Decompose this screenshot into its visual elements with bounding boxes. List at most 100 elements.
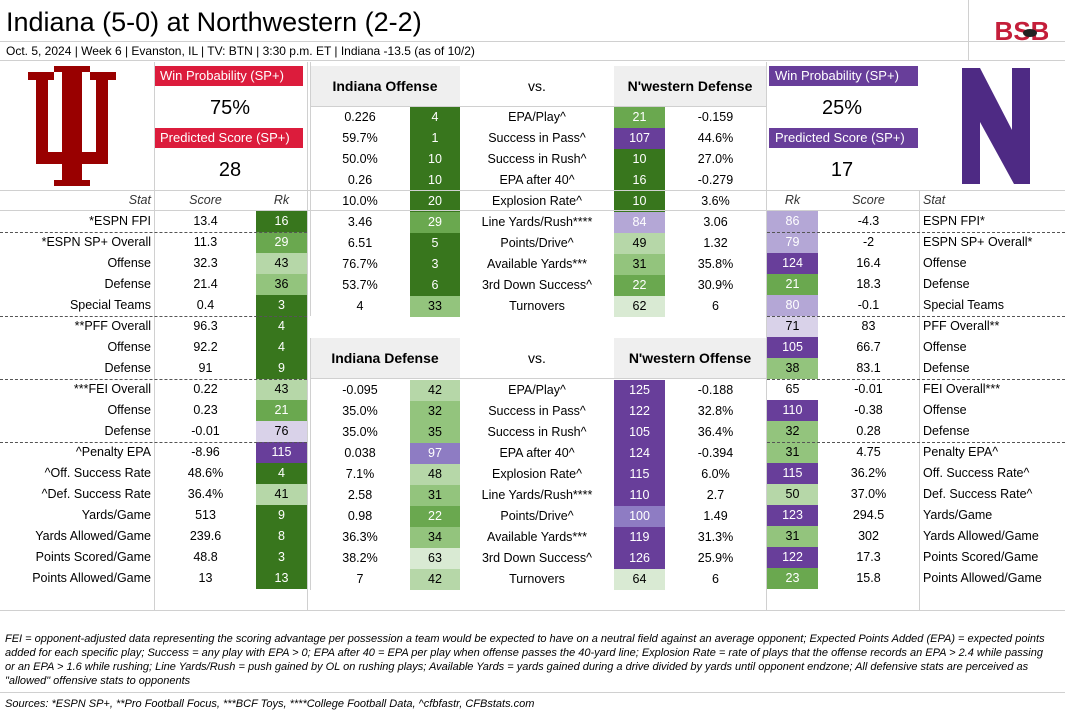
left-stat-rank: 43 <box>256 379 307 400</box>
right-header-score: Score <box>852 193 885 207</box>
group1-left-rank: 1 <box>410 128 460 149</box>
right-stat-score: -0.38 <box>854 403 883 417</box>
left-stat-label: *ESPN SP+ Overall <box>41 235 151 249</box>
right-stat-label: Defense <box>923 361 970 375</box>
group1-vs: vs. <box>528 78 546 94</box>
right-stat-label: Off. Success Rate^ <box>923 466 1030 480</box>
group2-right-rank: 119 <box>614 527 665 548</box>
group1-left-rank: 29 <box>410 212 460 233</box>
group2-stat-label: Line Yards/Rush**** <box>481 488 593 502</box>
right-stat-rank: 21 <box>767 274 818 295</box>
left-stat-score: 239.6 <box>189 529 222 543</box>
group1-right-value: 44.6% <box>697 131 734 145</box>
left-stat-label: Yards Allowed/Game <box>35 529 151 543</box>
right-stat-label: Def. Success Rate^ <box>923 487 1033 501</box>
indiana-logo: IU <box>22 66 122 186</box>
right-stat-score: 16.4 <box>856 256 881 270</box>
right-stat-score: 17.3 <box>856 550 881 564</box>
group1-left-rank: 3 <box>410 254 460 275</box>
group1-right-value: -0.279 <box>697 173 734 187</box>
group2-left-value: 7.1% <box>345 467 375 481</box>
left-stat-score: 13.4 <box>193 214 218 228</box>
right-stat-label: Yards Allowed/Game <box>923 529 1039 543</box>
left-header-score: Score <box>189 193 222 207</box>
group2-right-rank: 110 <box>614 485 665 506</box>
right-stat-score: 83 <box>861 319 876 333</box>
group2-stat-label: Points/Drive^ <box>500 509 574 523</box>
left-stat-label: Offense <box>107 403 151 417</box>
group2-right-value: -0.188 <box>697 383 734 397</box>
right-stat-rank: 71 <box>767 316 818 337</box>
left-stat-score: 0.22 <box>193 382 218 396</box>
right-stat-score: -0.1 <box>857 298 880 312</box>
group2-left-value: 36.3% <box>342 530 378 544</box>
group2-stat-label: Explosion Rate^ <box>492 467 582 481</box>
left-stat-label: Points Allowed/Game <box>32 571 151 585</box>
right-stat-rank: 115 <box>767 463 818 484</box>
group2-left-rank: 42 <box>410 569 460 590</box>
left-stat-rank: 4 <box>256 463 307 484</box>
group2-left-rank: 48 <box>410 464 460 485</box>
home-predicted-score-label: Predicted Score (SP+) <box>154 128 303 148</box>
group1-stat-label: Explosion Rate^ <box>492 194 582 208</box>
right-stat-rank: 31 <box>767 526 818 547</box>
left-stat-score: -8.96 <box>191 445 220 459</box>
left-stat-rank: 4 <box>256 316 307 337</box>
left-stat-label: Yards/Game <box>81 508 151 522</box>
group1-right-rank: 107 <box>614 128 665 149</box>
left-stat-rank: 4 <box>256 337 307 358</box>
right-stat-score: 36.2% <box>850 466 887 480</box>
group1-right-value: 3.06 <box>703 215 728 229</box>
group1-right-value: 1.32 <box>703 236 728 250</box>
right-stat-rank: 122 <box>767 547 818 568</box>
group1-stat-label: EPA/Play^ <box>508 110 566 124</box>
group1-right-rank: 22 <box>614 275 665 296</box>
right-stat-label: Defense <box>923 277 970 291</box>
left-stat-rank: 3 <box>256 547 307 568</box>
group1-right-rank: 49 <box>614 233 665 254</box>
group1-left-rank: 10 <box>410 149 460 170</box>
group2-left-value: 35.0% <box>342 425 378 439</box>
group1-left-rank: 5 <box>410 233 460 254</box>
right-stat-label: Offense <box>923 403 967 417</box>
right-stat-score: 18.3 <box>856 277 881 291</box>
group1-right-rank: 21 <box>614 107 665 128</box>
group2-left-value: 38.2% <box>342 551 378 565</box>
group1-left-rank: 33 <box>410 296 460 317</box>
group2-left-rank: 35 <box>410 422 460 443</box>
group2-right-title: N'western Offense <box>614 338 766 378</box>
right-stat-label: FEI Overall*** <box>923 382 1001 396</box>
away-predicted-score-label: Predicted Score (SP+) <box>769 128 918 148</box>
northwestern-logo: N <box>960 68 1032 186</box>
group2-right-value: -0.394 <box>697 446 734 460</box>
sources: Sources: *ESPN SP+, **Pro Football Focus… <box>5 698 535 710</box>
group1-left-title: Indiana Offense <box>310 66 460 106</box>
away-win-prob-value: 25% <box>821 97 863 119</box>
left-stat-score: 92.2 <box>193 340 218 354</box>
group2-vs: vs. <box>528 350 546 366</box>
group1-right-value: 6 <box>712 299 719 313</box>
group1-stat-label: Turnovers <box>509 299 565 313</box>
group1-left-value: 6.51 <box>347 236 373 250</box>
group2-left-rank: 22 <box>410 506 460 527</box>
group1-left-value: 50.0% <box>342 152 378 166</box>
left-stat-rank: 16 <box>256 211 307 232</box>
group1-left-value: 0.226 <box>344 110 376 124</box>
right-stat-label: Defense <box>923 424 970 438</box>
group2-right-rank: 100 <box>614 506 665 527</box>
left-stat-score: 91 <box>198 361 213 375</box>
away-predicted-score-value: 17 <box>830 159 854 181</box>
right-stat-rank: 50 <box>767 484 818 505</box>
group2-left-rank: 42 <box>410 380 460 401</box>
home-predicted-score-value: 28 <box>218 159 242 181</box>
left-stat-label: Defense <box>104 277 151 291</box>
group1-right-value: 35.8% <box>697 257 734 271</box>
group1-right-rank: 84 <box>614 212 665 233</box>
right-stat-rank: 86 <box>767 211 818 232</box>
right-stat-rank: 110 <box>767 400 818 421</box>
group2-right-rank: 125 <box>614 380 665 401</box>
group2-right-value: 6.0% <box>701 467 730 481</box>
right-stat-label: ESPN FPI* <box>923 214 985 228</box>
brand-logo: BSB <box>995 10 1049 50</box>
group1-right-rank: 16 <box>614 170 665 191</box>
